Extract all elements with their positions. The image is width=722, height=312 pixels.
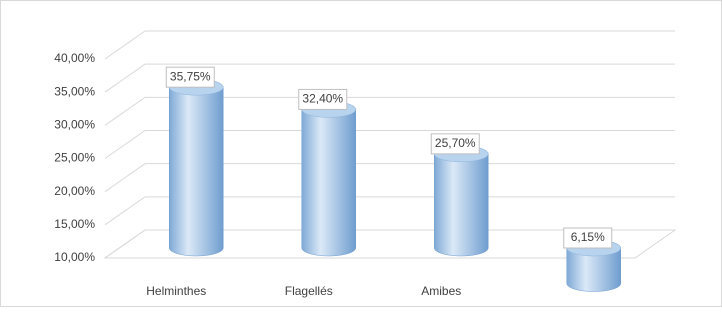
y-tick-label: 30,00%	[54, 118, 95, 132]
cylinder	[169, 78, 224, 257]
x-tick-label: Helminthes	[146, 284, 206, 298]
x-tick-label: Amibes	[421, 284, 461, 298]
y-tick-label: 10,00%	[54, 250, 95, 264]
value-label-box	[165, 66, 215, 88]
value-label: 35,75%	[170, 69, 211, 83]
grid-line	[104, 196, 675, 226]
cylinder	[434, 145, 489, 257]
grid-line	[104, 30, 675, 60]
grid-line	[104, 163, 675, 193]
value-label: 25,70%	[435, 136, 476, 150]
y-tick-label: 40,00%	[54, 51, 95, 65]
y-tick-label: 20,00%	[54, 184, 95, 198]
value-label: 32,40%	[302, 92, 343, 106]
value-label: 6,15%	[571, 230, 605, 244]
grid-line	[104, 63, 675, 93]
y-tick-label: 25,00%	[54, 151, 95, 165]
grid-line	[104, 130, 675, 159]
y-tick-label: 35,00%	[54, 84, 95, 98]
value-label-box	[563, 227, 613, 249]
x-tick-label: Flagellés	[285, 284, 333, 298]
cylinder	[301, 101, 356, 257]
value-label-box	[298, 88, 348, 110]
y-tick-label: 15,00%	[54, 217, 95, 231]
grid-line	[104, 229, 675, 259]
grid-line	[104, 96, 675, 126]
value-label-box	[430, 133, 480, 155]
